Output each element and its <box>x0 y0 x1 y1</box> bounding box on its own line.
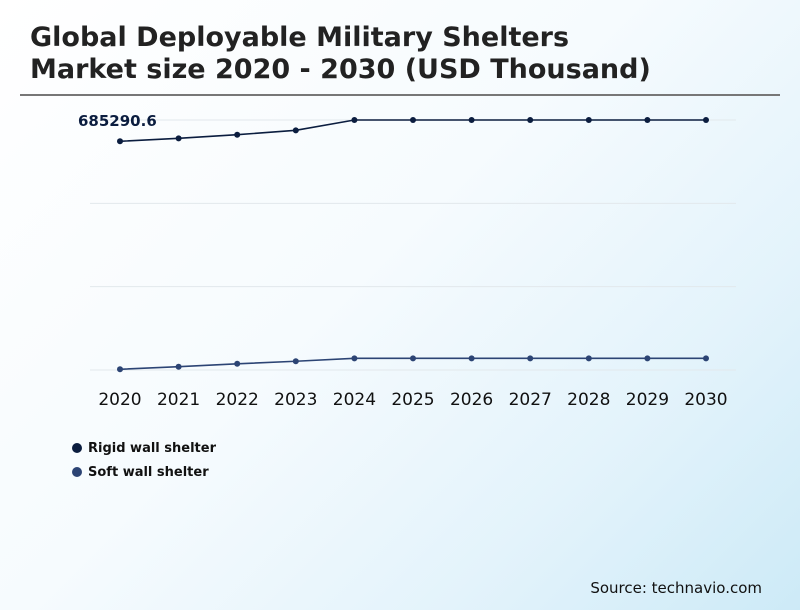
data-point <box>117 366 123 373</box>
data-point <box>175 135 182 142</box>
legend-item-soft-wall-shelter: Soft wall shelter <box>72 460 216 484</box>
chart-title-line-1: Global Deployable Military Shelters <box>30 22 570 53</box>
data-point <box>468 355 475 362</box>
data-point <box>527 355 534 362</box>
x-tick-label: 2026 <box>450 390 493 410</box>
x-tick-label: 2022 <box>216 390 259 410</box>
x-tick-label: 2030 <box>684 390 727 410</box>
x-tick-label: 2027 <box>509 390 552 410</box>
x-tick-label: 2021 <box>157 390 200 410</box>
data-point <box>234 360 241 367</box>
data-point <box>703 117 709 123</box>
data-point <box>410 355 416 362</box>
x-tick-label: 2028 <box>567 390 610 410</box>
chart-legend: Rigid wall shelter Soft wall shelter <box>72 436 216 484</box>
data-point <box>351 355 358 362</box>
data-point <box>117 138 123 145</box>
chart-title-line-2: Market size 2020 - 2030 (USD Thousand) <box>30 54 651 85</box>
x-tick-label: 2029 <box>626 390 669 410</box>
legend-marker-rigid <box>72 443 82 453</box>
data-point <box>234 131 241 138</box>
data-point <box>468 117 475 123</box>
source-credit: Source: technavio.com <box>590 579 762 597</box>
data-point <box>585 117 592 123</box>
data-point <box>585 355 592 362</box>
x-tick-label: 2023 <box>274 390 317 410</box>
data-point <box>644 117 651 123</box>
x-tick-label: 2024 <box>333 390 376 410</box>
legend-item-rigid-wall-shelter: Rigid wall shelter <box>72 436 216 460</box>
x-tick-label: 2025 <box>391 390 434 410</box>
legend-marker-soft <box>72 467 82 477</box>
data-point <box>292 358 299 365</box>
data-point <box>351 117 358 123</box>
x-tick-label: 2020 <box>98 390 141 410</box>
legend-label-soft: Soft wall shelter <box>88 464 209 480</box>
title-divider <box>20 94 780 96</box>
line-chart: 2020 2021 2022 2023 2024 2025 2026 2027 2028 2029… <box>78 112 736 410</box>
legend-label-rigid: Rigid wall shelter <box>88 440 216 456</box>
data-point <box>410 117 416 123</box>
data-point <box>527 117 534 123</box>
data-point <box>644 355 651 362</box>
data-point <box>175 363 182 370</box>
chart-title: Global Deployable Military Shelters Mark… <box>30 22 770 86</box>
data-point <box>292 127 299 134</box>
series-line-rigid <box>119 119 706 143</box>
data-point <box>703 355 709 362</box>
max-value-annotation: 685290.6 <box>78 112 157 130</box>
